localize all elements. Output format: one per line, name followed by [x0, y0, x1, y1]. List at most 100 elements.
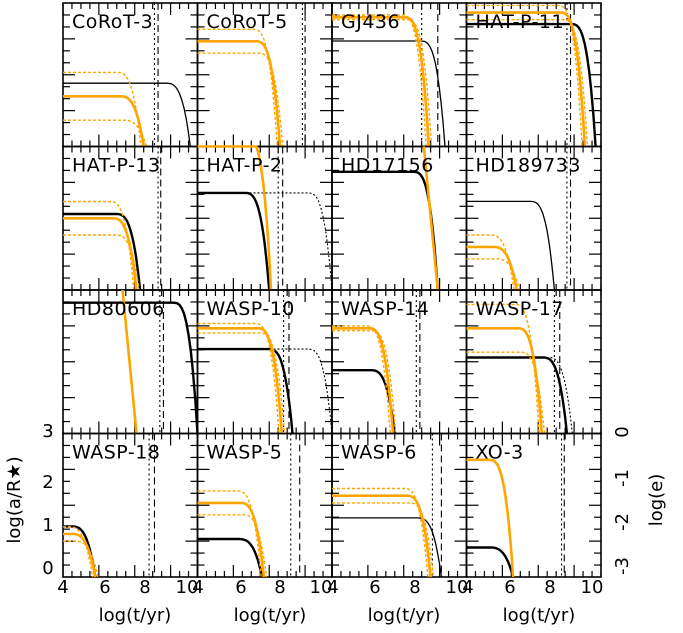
- y-tick-label: 0: [42, 558, 53, 579]
- semimajor-axis-lower: [332, 330, 397, 434]
- eccentricity-curve: [332, 170, 439, 291]
- y-tick-label: 2: [42, 472, 53, 493]
- panel-label: HAT-P-13: [72, 155, 161, 177]
- y-axis-title-right: log(e): [646, 474, 667, 527]
- semimajor-axis-curve: [332, 327, 395, 434]
- semimajor-axis-lower: [197, 52, 284, 147]
- semimajor-axis-curve: [197, 40, 282, 147]
- x-tick-label: 10: [310, 577, 333, 598]
- semimajor-axis-upper: [466, 4, 583, 147]
- x-tick-label: 4: [192, 577, 203, 598]
- panel: HD17156: [331, 145, 468, 291]
- semimajor-axis-upper: [63, 71, 142, 147]
- panel: WASP-14: [331, 289, 468, 435]
- x-tick-label: 8: [409, 577, 420, 598]
- eccentricity-curve: [197, 191, 271, 291]
- x-axis-title: log(t/yr): [99, 605, 172, 626]
- semimajor-axis-upper: [197, 28, 278, 147]
- eccentricity-curve: [466, 356, 569, 434]
- panel-label: XO-3: [476, 442, 524, 464]
- x-axis-titles: log(t/yr) log(t/yr) log(t/yr) log(t/yr): [99, 605, 576, 626]
- semimajor-axis-upper: [466, 303, 540, 434]
- panel: HD80606: [62, 289, 199, 435]
- semimajor-axis-curve: [63, 532, 97, 578]
- panel: HAT-P-2: [196, 145, 333, 291]
- panel-label: CoRoT-5: [207, 11, 288, 33]
- semimajor-axis-curve: [332, 494, 432, 578]
- semimajor-axis-curve: [197, 145, 273, 291]
- y-tick-label-right: -3: [612, 557, 633, 575]
- x-tick-labels: 4 6 8 10 4 6 8 10 4 6 8 10 4 6 8 10: [57, 577, 603, 598]
- eccentricity-curve: [332, 369, 396, 434]
- semimajor-axis-curve: [332, 16, 431, 147]
- eccentricity-curve: [63, 82, 191, 147]
- panel-label: WASP-5: [207, 442, 283, 464]
- panel: WASP-10: [196, 289, 333, 435]
- y-axis-title-left: log(a/R★): [4, 456, 25, 543]
- panel-label: WASP-18: [72, 442, 160, 464]
- semimajor-axis-upper: [332, 487, 429, 578]
- eccentricity-curve: [63, 212, 142, 291]
- panel-label: WASP-17: [476, 298, 564, 320]
- panel-label: HAT-P-11: [476, 11, 565, 33]
- panel: CoRoT-3: [62, 2, 199, 148]
- semimajor-axis-lower: [63, 540, 99, 578]
- semimajor-axis-lower: [332, 19, 433, 147]
- panel-label: WASP-14: [341, 298, 429, 320]
- eccentricity-curve-alt: [197, 192, 333, 291]
- x-tick-label: 10: [581, 577, 604, 598]
- x-tick-label: 6: [99, 577, 110, 598]
- panel-label: GJ436: [341, 11, 400, 33]
- panel: WASP-5: [196, 432, 333, 578]
- y-tick-label-right: 0: [612, 426, 633, 437]
- semimajor-axis-lower: [466, 351, 546, 434]
- x-tick-label: 10: [446, 577, 469, 598]
- semimajor-axis-lower: [466, 19, 589, 147]
- panel-grid: CoRoT-3 CoRoT-5 GJ436 HAT-P-11 HAT-P-13 HAT-P…: [62, 2, 602, 578]
- semimajor-axis-upper: [197, 322, 280, 434]
- panel: WASP-6: [331, 432, 468, 578]
- panel: HAT-P-13: [62, 145, 199, 291]
- eccentricity-curve: [332, 40, 446, 147]
- eccentricity-curve-alt: [466, 356, 573, 434]
- x-tick-label: 6: [504, 577, 515, 598]
- y-tick-label-right: -2: [612, 513, 633, 531]
- eccentricity-curve: [466, 200, 556, 291]
- eccentricity-curve: [466, 22, 597, 147]
- x-tick-label: 6: [235, 577, 246, 598]
- panel: HD189733: [465, 145, 602, 291]
- x-tick-label: 8: [274, 577, 285, 598]
- semimajor-axis-curve: [63, 95, 145, 147]
- panel-label: HD80606: [72, 298, 165, 320]
- panel-label: HAT-P-2: [207, 155, 283, 177]
- eccentricity-curve: [63, 301, 199, 434]
- x-tick-label: 8: [544, 577, 555, 598]
- y-tick-label: 1: [42, 515, 53, 536]
- eccentricity-curve: [197, 537, 264, 578]
- semimajor-axis-curve: [63, 217, 138, 291]
- semimajor-axis-curve: [466, 458, 515, 578]
- x-tick-label: 4: [462, 577, 473, 598]
- panel: WASP-17: [465, 289, 602, 435]
- semimajor-axis-curve: [197, 501, 266, 578]
- y-tick-label-right: -1: [612, 469, 633, 487]
- x-axis-title: log(t/yr): [503, 605, 576, 626]
- semimajor-axis-lower: [63, 234, 140, 291]
- panel: XO-3: [465, 432, 602, 578]
- semimajor-axis-upper: [466, 234, 515, 291]
- semimajor-axis-curve: [466, 327, 544, 434]
- y-tick-labels-right: -3 -2 -1 0: [612, 426, 633, 575]
- semimajor-axis-upper: [63, 526, 94, 578]
- x-axis-title: log(t/yr): [234, 605, 307, 626]
- semimajor-axis-curve: [121, 289, 138, 434]
- semimajor-axis-upper: [63, 200, 135, 291]
- eccentricity-curve: [466, 546, 515, 578]
- semimajor-axis-upper: [197, 490, 262, 578]
- x-tick-label: 6: [369, 577, 380, 598]
- panel: WASP-18: [62, 432, 199, 578]
- panel-label: WASP-10: [207, 298, 295, 320]
- x-tick-label: 4: [57, 577, 68, 598]
- panel-label: HD17156: [341, 155, 434, 177]
- y-tick-label: 3: [42, 421, 53, 442]
